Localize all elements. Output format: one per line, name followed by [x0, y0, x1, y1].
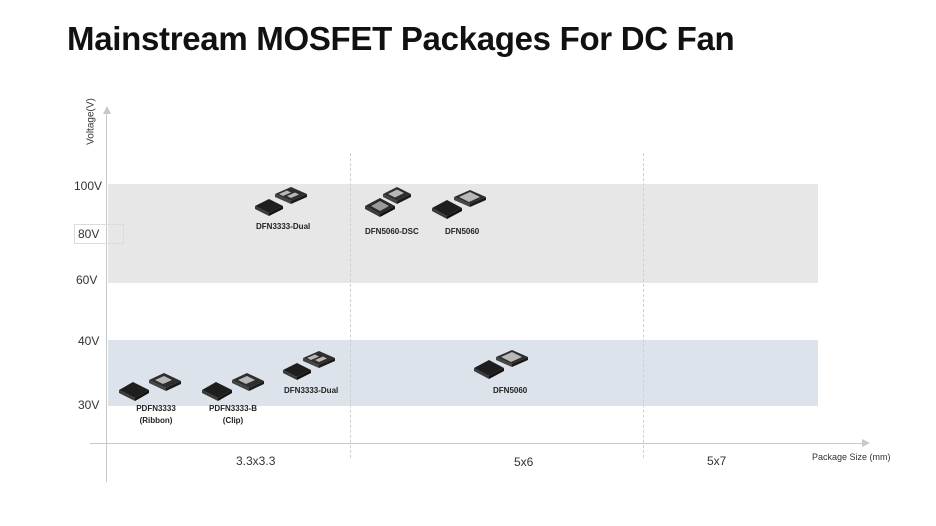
- y-axis-arrow: [103, 106, 111, 114]
- y-axis-line: [106, 112, 107, 482]
- x-axis-line: [90, 443, 864, 444]
- chip-image-dfn5060-low: [474, 350, 528, 379]
- package-label-dfn3333-dual-high: DFN3333-Dual: [256, 222, 311, 231]
- y-axis-title: Voltage(V): [85, 98, 97, 145]
- page-title: Mainstream MOSFET Packages For DC Fan: [67, 20, 735, 57]
- package-label-dfn5060-high: DFN5060: [445, 227, 480, 236]
- x-tick-5x7: 5x7: [707, 454, 727, 468]
- package-sublabel: (Clip): [222, 416, 244, 425]
- package-label-dfn3333-dual-low: DFN3333-Dual: [284, 386, 339, 395]
- package-name: PDFN3333: [136, 404, 176, 413]
- package-name: PDFN3333-B: [208, 404, 257, 413]
- package-label-dfn5060-low: DFN5060: [493, 386, 528, 395]
- x-axis-arrow: [862, 439, 870, 447]
- package-label-pdfn3333-b: PDFN3333-B (Clip): [205, 403, 261, 427]
- chip-image-pdfn3333: [119, 373, 181, 401]
- chip-image-dfn5060-dsc: [365, 187, 411, 217]
- package-label-dfn5060-dsc: DFN5060-DSC: [365, 227, 419, 236]
- package-label-pdfn3333: PDFN3333 (Ribbon): [131, 403, 181, 427]
- chip-image-dfn3333-dual-low: [283, 351, 335, 380]
- size-divider-2: [643, 153, 644, 458]
- chip-image-dfn3333-dual-high: [255, 187, 307, 216]
- chip-image-dfn5060-high: [432, 190, 486, 219]
- y-tick-40v: 40V: [78, 334, 100, 348]
- x-tick-5x6: 5x6: [514, 455, 534, 469]
- package-sublabel: (Ribbon): [139, 416, 173, 425]
- y-tick-80v: 80V: [74, 224, 125, 244]
- chip-image-pdfn3333-b: [202, 373, 264, 401]
- y-tick-30v: 30V: [78, 398, 100, 412]
- size-divider-1: [350, 153, 351, 458]
- x-axis-title: Package Size (mm): [812, 452, 891, 462]
- y-tick-60v: 60V: [76, 273, 98, 287]
- x-tick-3-3x3-3: 3.3x3.3: [236, 454, 276, 468]
- y-tick-100v: 100V: [74, 179, 103, 193]
